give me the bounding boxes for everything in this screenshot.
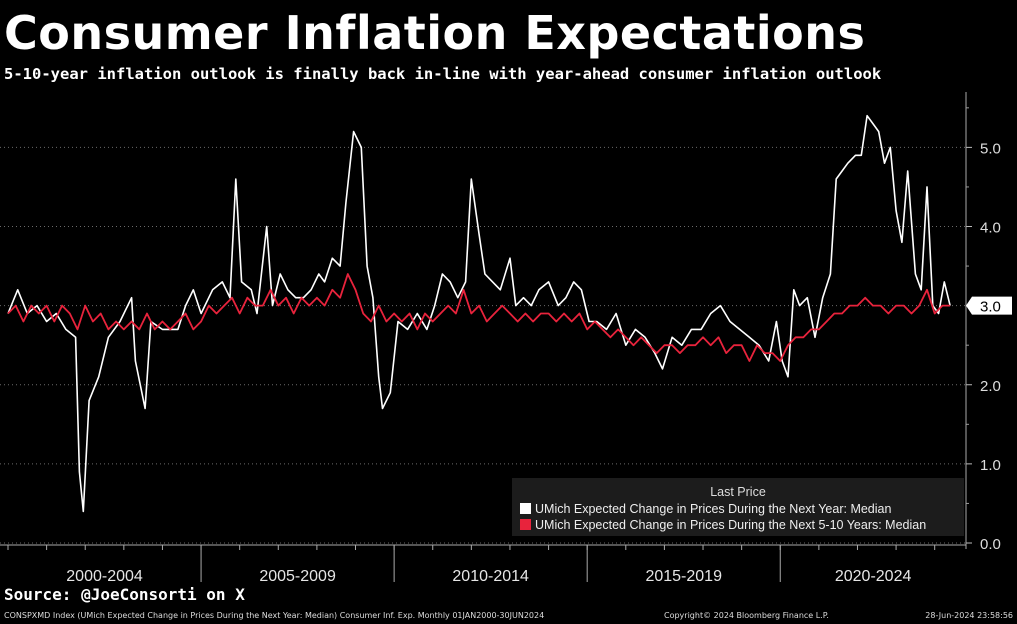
x-period-label: 2005-2009 xyxy=(259,568,336,585)
x-period-label: 2010-2014 xyxy=(452,568,529,585)
last-price-marker xyxy=(966,296,1012,315)
legend-swatch-5-10-years xyxy=(520,519,531,530)
y-tick-label: 2.0 xyxy=(980,378,1001,395)
y-tick-label: 4.0 xyxy=(980,220,1001,237)
legend-label-next-year: UMich Expected Change in Prices During t… xyxy=(535,502,892,516)
footer-index-description: CONSPXMD Index (UMich Expected Change in… xyxy=(4,611,545,620)
y-tick-label: 5.0 xyxy=(980,140,1001,157)
series-line-next-year xyxy=(7,114,951,513)
source-credit: Source: @JoeConsorti on X xyxy=(4,585,245,604)
last-price-label: 3.0 xyxy=(980,299,1001,316)
legend-swatch-next-year xyxy=(520,503,531,514)
legend-item-next-year: UMich Expected Change in Prices During t… xyxy=(520,502,891,518)
footer-timestamp: 28-Jun-2024 23:58:56 xyxy=(925,611,1013,620)
x-period-label: 2015-2019 xyxy=(645,568,722,585)
legend-header: Last Price xyxy=(710,485,766,499)
legend-item-5-10-years: UMich Expected Change in Prices During t… xyxy=(520,518,926,534)
chart-legend: Last Price UMich Expected Change in Pric… xyxy=(512,478,964,536)
y-tick-label: 1.0 xyxy=(980,457,1001,474)
y-tick-label: 0.0 xyxy=(980,536,1001,553)
series-line-5-10-years xyxy=(7,273,951,362)
legend-label-5-10-years: UMich Expected Change in Prices During t… xyxy=(535,518,927,532)
x-period-label: 2000-2004 xyxy=(66,568,143,585)
footer-copyright: Copyright© 2024 Bloomberg Finance L.P. xyxy=(664,611,829,620)
x-period-label: 2020-2024 xyxy=(835,568,912,585)
page-subtitle: 5-10-year inflation outlook is finally b… xyxy=(4,65,882,83)
page-title: Consumer Inflation Expectations xyxy=(4,6,866,60)
